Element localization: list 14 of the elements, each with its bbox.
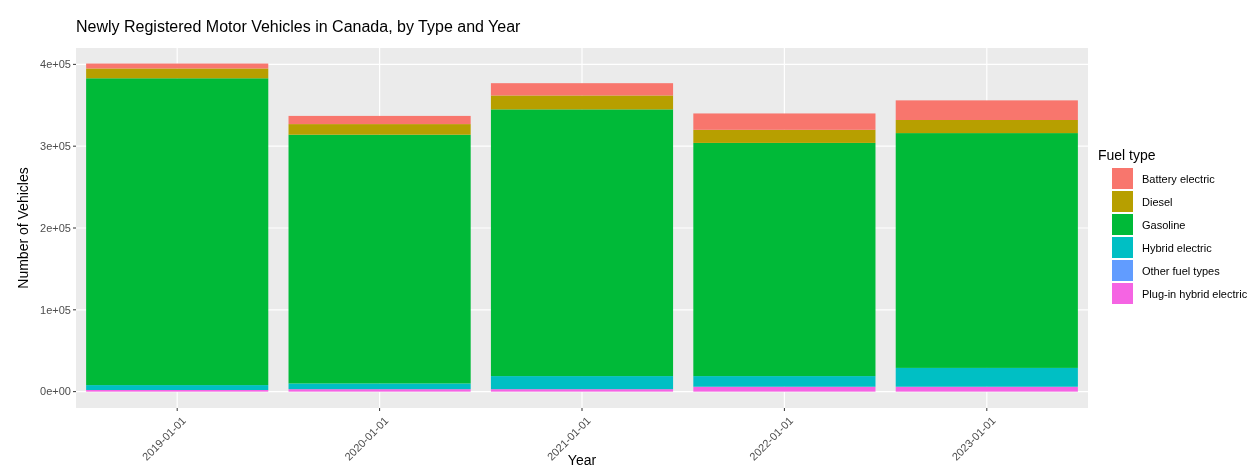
- legend-label: Hybrid electric: [1142, 241, 1213, 254]
- y-tick-label: 2e+05: [40, 221, 71, 234]
- legend-label: Diesel: [1142, 195, 1173, 208]
- legend-title: Fuel type: [1098, 147, 1156, 163]
- legend-label: Battery electric: [1142, 172, 1216, 185]
- y-axis-title: Number of Vehicles: [15, 167, 31, 289]
- y-tick-label: 1e+05: [40, 303, 71, 316]
- chart-title: Newly Registered Motor Vehicles in Canada, by Type and Year: [76, 18, 522, 35]
- legend-label: Gasoline: [1142, 218, 1186, 231]
- legend-label: Plug-in hybrid electric: [1142, 287, 1248, 300]
- y-tick-label: 0e+00: [40, 385, 71, 398]
- y-tick-label: 4e+05: [40, 58, 71, 71]
- legend-label: Other fuel types: [1142, 264, 1221, 277]
- y-tick-label: 3e+05: [40, 140, 71, 153]
